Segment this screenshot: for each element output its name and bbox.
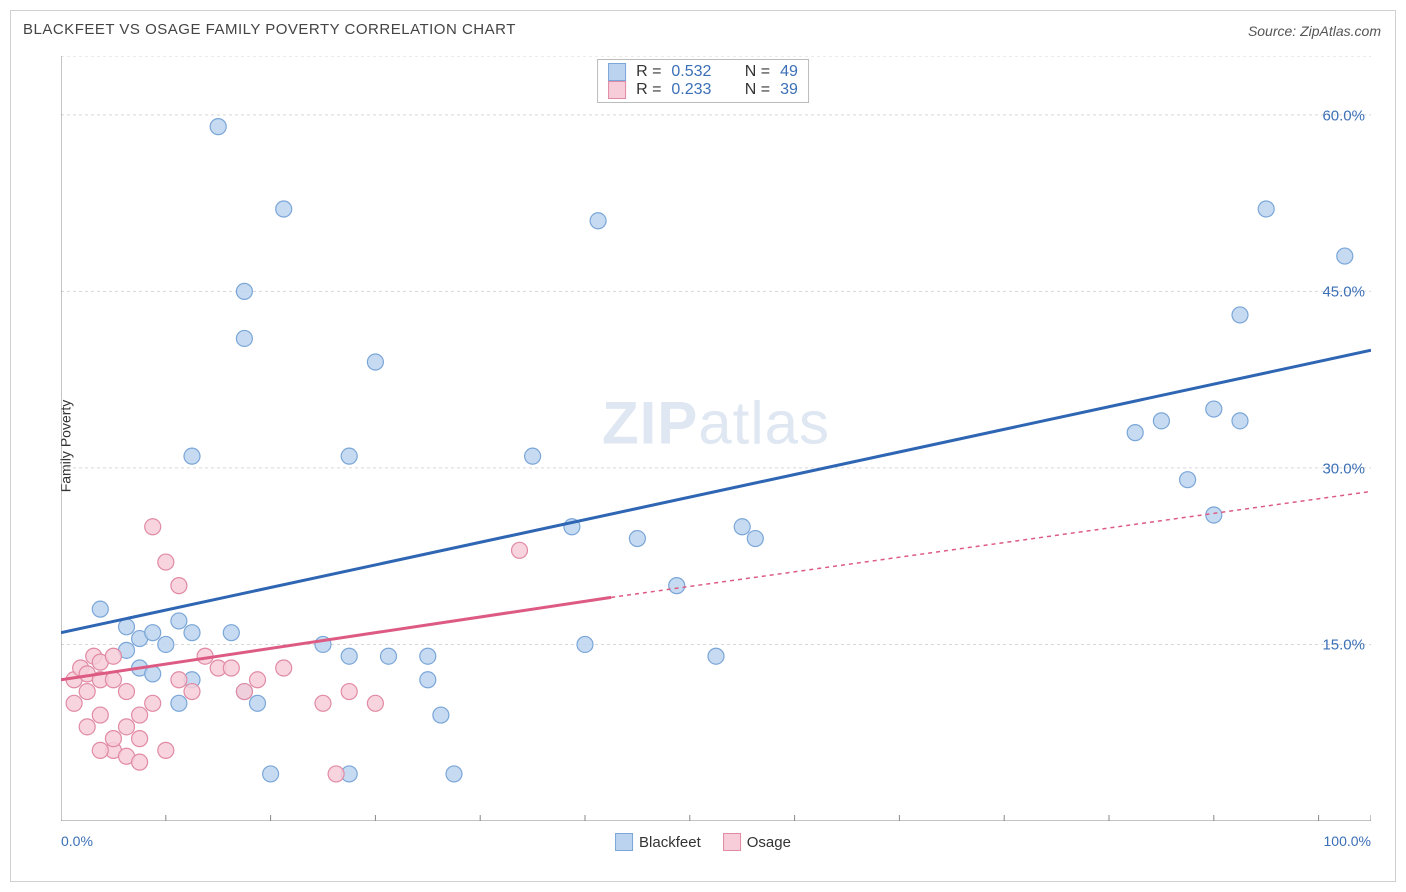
y-tick-label: 30.0% — [1322, 460, 1365, 477]
y-tick-label: 60.0% — [1322, 107, 1365, 124]
n-value: 39 — [780, 81, 798, 99]
stat-label: R = — [636, 63, 661, 81]
chart-title: BLACKFEET VS OSAGE FAMILY POVERTY CORREL… — [23, 21, 516, 38]
legend-label: Osage — [747, 834, 791, 851]
plot-area: ZIPatlas — [61, 56, 1371, 821]
r-value: 0.233 — [671, 81, 711, 99]
source-credit: Source: ZipAtlas.com — [1248, 23, 1381, 39]
legend-swatch — [723, 833, 741, 851]
legend-item: Osage — [723, 833, 791, 851]
bottom-legend: Blackfeet Osage — [615, 833, 791, 851]
legend-item: Blackfeet — [615, 833, 701, 851]
chart-container: BLACKFEET VS OSAGE FAMILY POVERTY CORREL… — [10, 10, 1396, 882]
x-axis-max-label: 100.0% — [1324, 833, 1371, 849]
correlation-row: R = 0.233 N = 39 — [608, 81, 798, 99]
legend-swatch — [608, 63, 626, 81]
legend-swatch — [615, 833, 633, 851]
stat-label: N = — [745, 81, 770, 99]
stat-label: R = — [636, 81, 661, 99]
y-tick-label: 15.0% — [1322, 637, 1365, 654]
r-value: 0.532 — [671, 63, 711, 81]
y-tick-label: 45.0% — [1322, 284, 1365, 301]
correlation-legend: R = 0.532 N = 49 R = 0.233 N = 39 — [597, 59, 809, 103]
legend-label: Blackfeet — [639, 834, 701, 851]
n-value: 49 — [780, 63, 798, 81]
x-axis-min-label: 0.0% — [61, 833, 93, 849]
legend-swatch — [608, 81, 626, 99]
correlation-row: R = 0.532 N = 49 — [608, 63, 798, 81]
scatter-chart — [61, 56, 1371, 821]
stat-label: N = — [745, 63, 770, 81]
